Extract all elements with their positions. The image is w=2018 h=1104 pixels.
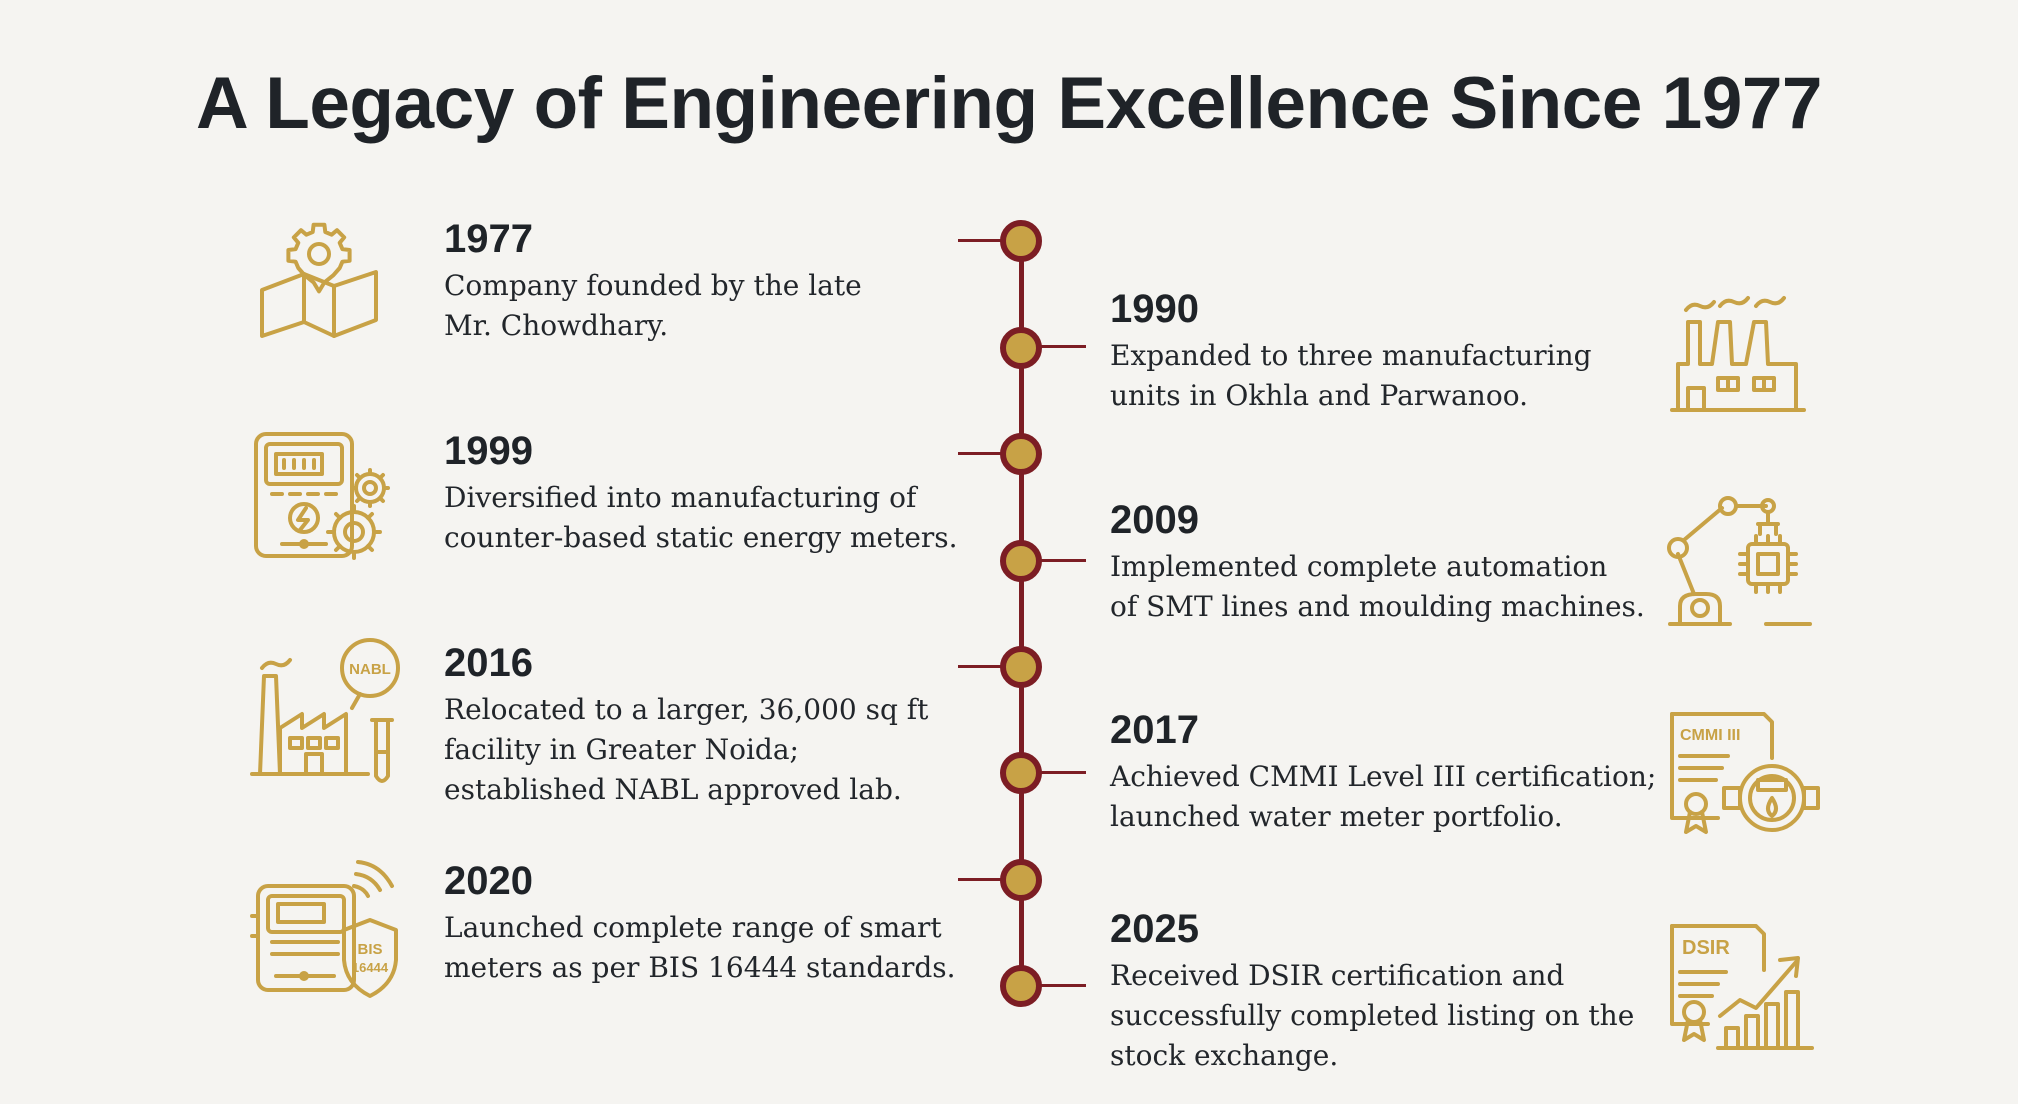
timeline-connector [1036,559,1086,562]
event-description: Company founded by the late Mr. Chowdhar… [444,269,862,342]
timeline-event-2009: 2009 Implemented complete automation of … [1110,497,1645,627]
certificate-growth-chart-icon: DSIR [1668,920,1816,1054]
robot-arm-chip-icon [1666,494,1814,630]
event-year: 1977 [444,217,533,261]
timeline-node [1000,540,1042,582]
timeline-node [1000,327,1042,369]
event-description: Implemented complete automation of SMT l… [1110,550,1645,623]
event-description: Received DSIR certification and successf… [1110,959,1635,1072]
timeline-connector [958,665,1008,668]
factory-icon [1668,282,1808,414]
timeline-axis [1019,240,1024,988]
event-description: Expanded to three manufacturing units in… [1110,339,1592,412]
dsir-label: DSIR [1682,937,1730,959]
event-description: Launched complete range of smart meters … [444,911,956,984]
energy-meter-gears-icon [252,430,398,564]
location-gear-map-icon [254,216,384,352]
timeline-event-2020: 2020 Launched complete range of smart me… [444,858,956,988]
timeline-connector [1036,771,1086,774]
event-year: 2017 [1110,708,1199,752]
event-description: Achieved CMMI Level III certification; l… [1110,760,1657,833]
cmmi-label: CMMI III [1680,727,1740,744]
timeline-node [1000,220,1042,262]
timeline-node [1000,859,1042,901]
event-year: 1990 [1110,287,1199,331]
event-year: 2016 [444,641,533,685]
timeline-connector [1036,345,1086,348]
timeline-event-1977: 1977 Company founded by the late Mr. Cho… [444,216,862,346]
timeline-connector [958,452,1008,455]
timeline-event-1990: 1990 Expanded to three manufacturing uni… [1110,286,1592,416]
timeline-node [1000,965,1042,1007]
certificate-water-meter-icon: CMMI III [1668,708,1822,842]
timeline-node [1000,433,1042,475]
timeline-node [1000,646,1042,688]
timeline-event-2016: 2016 Relocated to a larger, 36,000 sq ft… [444,640,928,810]
event-year: 2009 [1110,498,1199,542]
bis-label-line1: BIS [357,941,382,958]
event-year: 1999 [444,429,533,473]
event-description: Relocated to a larger, 36,000 sq ft faci… [444,693,929,806]
factory-nabl-lab-icon: NABL [248,636,404,792]
timeline-node [1000,752,1042,794]
timeline-connector [958,878,1008,881]
timeline-event-1999: 1999 Diversified into manufacturing of c… [444,428,958,558]
bis-label-line2: 16444 [352,960,389,975]
timeline-event-2017: 2017 Achieved CMMI Level III certificati… [1110,707,1656,837]
timeline-event-2025: 2025 Received DSIR certification and suc… [1110,906,1634,1076]
smart-meter-shield-icon: BIS 16444 [248,856,404,1002]
event-year: 2020 [444,859,533,903]
event-year: 2025 [1110,907,1199,951]
timeline-connector [958,239,1008,242]
event-description: Diversified into manufacturing of counte… [444,481,958,554]
timeline-connector [1036,984,1086,987]
page-title: A Legacy of Engineering Excellence Since… [195,63,1823,144]
nabl-label: NABL [349,661,391,678]
